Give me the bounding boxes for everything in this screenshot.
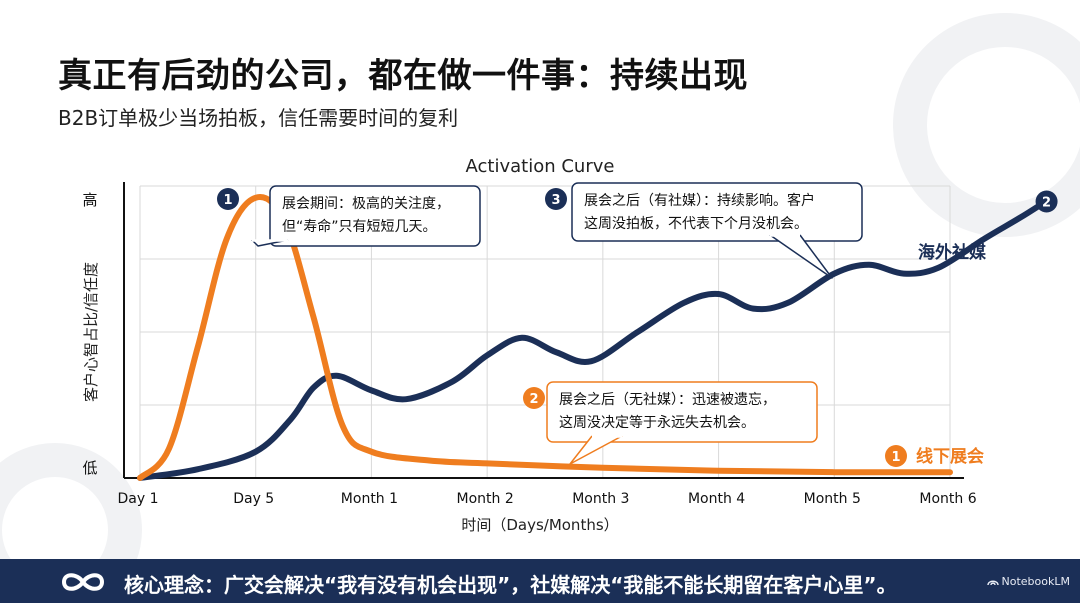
series-badge-expo-number: 1 xyxy=(891,450,900,465)
callout-after-without-social-text-line: 展会之后（无社媒）：迅速被遗忘， xyxy=(559,392,776,408)
x-tick-label: Month 3 xyxy=(572,491,629,507)
y-tick-label-low: 低 xyxy=(82,459,97,477)
callout-after-without-social-badge-circle xyxy=(523,387,545,409)
x-tick-label: Month 4 xyxy=(688,491,745,507)
callout-after-with-social-pointer xyxy=(769,234,833,279)
series-badge-social-circle xyxy=(1035,190,1058,213)
callout-after-with-social-text-line: 这周没拍板，不代表下个月没机会。 xyxy=(584,215,808,232)
page-title: 真正有后劲的公司，都在做一件事：持续出现 xyxy=(58,56,748,96)
series-line-trade-show xyxy=(137,194,953,481)
series-line-social-media xyxy=(137,200,1046,481)
brand-watermark: NotebookLM xyxy=(986,575,1070,589)
callout-after-with-social-box xyxy=(571,182,863,242)
x-axis-label: 时间（Days/Months） xyxy=(461,516,618,534)
series-badge-expo-circle xyxy=(885,445,907,467)
notebooklm-logo-icon xyxy=(986,576,999,589)
y-axis-label: 客户心智占比/信任度 xyxy=(82,262,100,402)
series-badge-social-number: 2 xyxy=(1042,196,1051,211)
x-tick-label: Month 1 xyxy=(341,491,398,507)
x-tick-label: Month 2 xyxy=(457,491,514,507)
core-idea-text: 核心理念：广交会解决“我有没有机会出现”，社媒解决“我能不能长期留在客户心里”。 xyxy=(124,573,897,597)
callout-during-expo-text-line: 展会期间：极高的关注度， xyxy=(282,195,450,212)
callout-during-expo-badge-number: 1 xyxy=(223,193,232,208)
footer-banner: 核心理念：广交会解决“我有没有机会出现”，社媒解决“我能不能长期留在客户心里”。… xyxy=(0,559,1080,603)
brand-label: NotebookLM xyxy=(1001,575,1070,588)
callout-after-with-social-badge-circle xyxy=(545,188,567,210)
x-tick-label: Day 5 xyxy=(233,491,274,507)
y-tick-label-high: 高 xyxy=(82,191,97,209)
series-label-social-media: 海外社媒 xyxy=(918,242,987,263)
x-tick-label: Month 5 xyxy=(804,491,861,507)
callout-after-without-social-pointer xyxy=(569,435,623,465)
x-tick-label: Month 6 xyxy=(919,491,976,507)
callout-after-without-social-badge-number: 2 xyxy=(529,392,538,407)
x-tick-label: Day 1 xyxy=(117,491,158,507)
callout-after-without-social-text-line: 这周没决定等于永远失去机会。 xyxy=(559,414,755,431)
callout-after-with-social-badge-number: 3 xyxy=(551,193,560,208)
callout-after-with-social-text-line: 展会之后（有社媒）：持续影响。客户 xyxy=(584,192,815,209)
callout-during-expo-badge-circle xyxy=(217,188,239,210)
series-label-trade-show: 线下展会 xyxy=(916,446,984,467)
chart-title: Activation Curve xyxy=(466,156,615,177)
infinity-icon xyxy=(58,569,108,599)
callout-during-expo-text-line: 但“寿命”只有短短几天。 xyxy=(282,218,437,235)
callout-after-without-social-box xyxy=(546,381,818,443)
activation-curve-chart: Activation Curve Day 1 Day 5 Month 1 Month 2… xyxy=(82,156,1058,534)
page-subtitle: B2B订单极少当场拍板，信任需要时间的复利 xyxy=(58,106,459,130)
callout-during-expo-box xyxy=(269,185,481,247)
